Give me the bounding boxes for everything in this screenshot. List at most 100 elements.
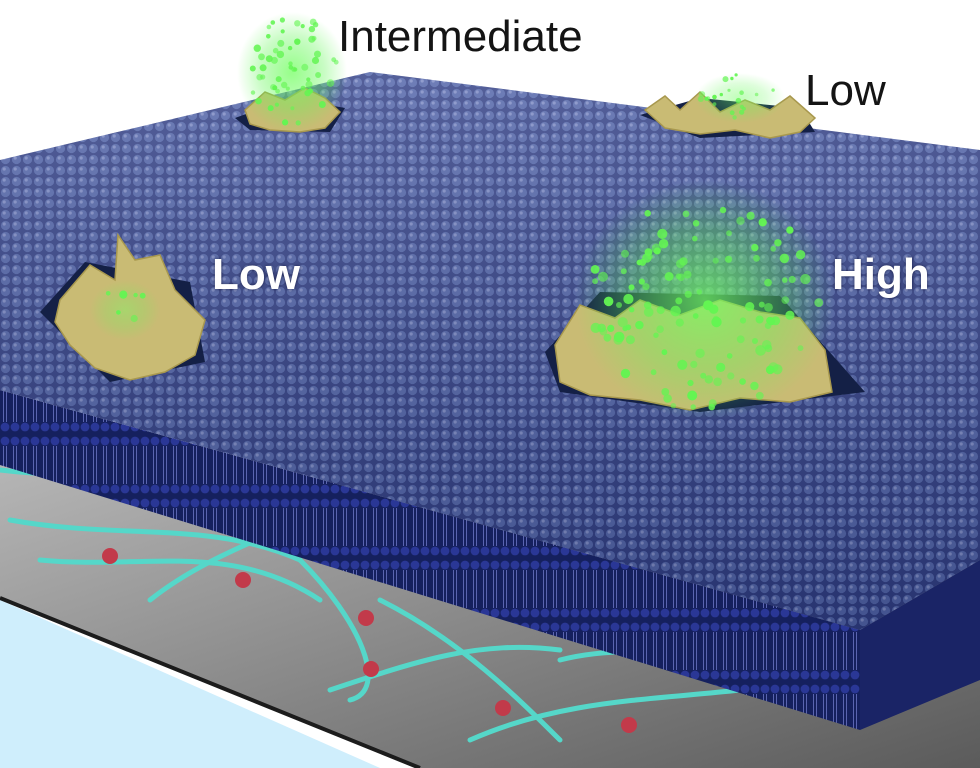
fluorescence-dot	[690, 404, 696, 410]
fluorescence-glow-icon	[695, 73, 785, 123]
fluorescence-dot	[651, 243, 662, 254]
filament	[467, 687, 743, 743]
fluorescence-dot	[684, 290, 692, 298]
fluorescence-dot	[779, 253, 790, 264]
fluorescence-dot	[746, 211, 755, 220]
fluorescence-dot	[766, 316, 774, 325]
fluorescence-dot	[712, 257, 719, 264]
fluorescence-glow	[90, 12, 835, 420]
fluorescence-dot	[734, 73, 738, 77]
fluorescence-dot	[730, 76, 734, 81]
fluorescence-dot	[294, 20, 301, 27]
fluorescence-dot	[729, 110, 735, 116]
fluorescence-dot	[266, 24, 272, 30]
fluorescence-dot	[119, 290, 128, 299]
fluorescence-dot	[727, 88, 731, 92]
fluorescence-dot	[716, 362, 726, 372]
fluorescence-dot	[695, 348, 705, 358]
particle-bead-icon	[235, 572, 251, 588]
fluorescence-dot	[755, 391, 764, 400]
fluorescence-dot	[274, 102, 279, 107]
particle-bead-icon	[621, 717, 637, 733]
fluorescence-dot	[607, 324, 615, 332]
fluorescence-dot	[771, 88, 775, 92]
fluorescence-dot	[726, 230, 732, 237]
fluorescence-dot	[318, 101, 326, 108]
fluorescence-dot	[629, 307, 635, 313]
fluorescence-dot	[722, 76, 729, 83]
fluorescence-dot	[603, 333, 612, 342]
fluorescence-dot	[259, 64, 267, 72]
filament	[327, 644, 563, 693]
fluorescence-glow-icon	[90, 280, 160, 340]
fluorescence-dot	[697, 96, 704, 102]
fluorescence-dot	[295, 120, 301, 126]
label-high: High	[832, 250, 930, 299]
fluorescence-dot	[781, 296, 790, 304]
fluorescence-dot	[300, 24, 305, 29]
fluorescence-dot	[675, 318, 684, 327]
fluorescence-dot	[752, 338, 758, 344]
fluorescence-dot	[754, 92, 759, 97]
fluorescence-dot	[657, 228, 668, 239]
fluorescence-dot	[670, 403, 676, 409]
fluorescence-dot	[644, 248, 653, 256]
label-low-top: Low	[805, 66, 886, 115]
fluorescence-dot	[692, 220, 700, 227]
membrane-side-right	[860, 560, 980, 730]
membrane-side	[0, 390, 860, 730]
fluorescence-dot	[708, 403, 715, 411]
fluorescence-dot	[774, 239, 782, 247]
fluorescence-dot	[270, 84, 277, 91]
fluorescence-dot	[656, 306, 665, 315]
fluorescence-dot	[638, 278, 645, 285]
particle-beads	[102, 548, 637, 733]
fluorescence-dot	[290, 106, 295, 111]
fluorescence-dot	[275, 88, 280, 94]
fluorescence-dot	[751, 243, 759, 252]
fluorescence-dot	[315, 72, 322, 78]
fluorescence-dot	[623, 293, 634, 305]
fluorescence-dot	[598, 271, 608, 282]
fluorescence-dot	[724, 255, 733, 263]
fluorescence-dot	[764, 303, 773, 312]
fluorescence-dot	[750, 381, 759, 391]
fluorescence-dot	[281, 81, 288, 89]
fluorescence-dot	[620, 368, 631, 379]
fluorescence-dot	[133, 292, 138, 298]
fluorescence-dot	[677, 359, 688, 370]
fluorescence-dot	[280, 29, 285, 34]
fluorescence-dot	[311, 56, 320, 65]
fluorescence-dot	[705, 96, 711, 101]
fluorescence-dot	[713, 315, 719, 322]
fluorescence-dot	[788, 275, 796, 284]
fluorescence-dot	[676, 259, 685, 269]
fluorescence-dot	[795, 250, 806, 260]
fluorescence-dot	[258, 53, 265, 61]
fluorescence-dot	[719, 206, 727, 214]
fluorescence-dot	[785, 310, 795, 320]
fluorescence-dot	[736, 335, 745, 344]
fluorescence-dot	[644, 210, 651, 217]
particle-bead-icon	[102, 548, 118, 564]
fluorescence-dot	[712, 102, 717, 106]
fluorescence-dot	[704, 375, 713, 384]
fluorescence-dot	[314, 50, 321, 58]
fluorescence-glow-icon	[575, 180, 835, 420]
fluorescence-glow-icon	[237, 12, 347, 132]
fluorescence-dot	[288, 65, 294, 70]
substrate-edge	[0, 596, 421, 768]
fluorescence-dot	[753, 254, 760, 262]
fluorescence-dot	[650, 369, 657, 376]
fluorescence-dot	[675, 297, 683, 305]
fluorescence-dot	[690, 360, 698, 368]
particle-bead-icon	[363, 661, 379, 677]
fluorescence-dot	[603, 296, 614, 307]
fluorescence-dot	[736, 216, 745, 225]
fluorescence-dot	[739, 378, 746, 385]
fluorescence-dot	[308, 25, 316, 33]
fluorescence-dot	[255, 97, 262, 105]
fluorescence-dot	[250, 90, 256, 95]
filament	[377, 597, 563, 743]
